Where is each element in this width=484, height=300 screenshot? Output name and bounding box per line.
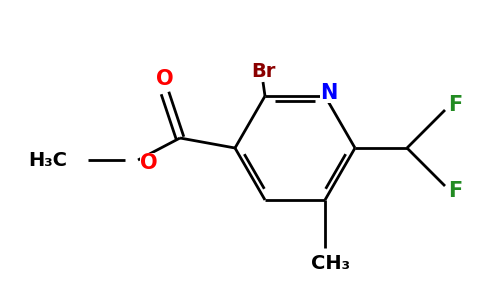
- Text: O: O: [140, 153, 158, 173]
- Text: O: O: [156, 69, 174, 89]
- Text: Br: Br: [251, 61, 275, 80]
- Text: F: F: [448, 95, 462, 115]
- Text: F: F: [448, 181, 462, 201]
- Text: H₃C: H₃C: [28, 151, 67, 169]
- Text: N: N: [320, 83, 338, 103]
- Text: CH₃: CH₃: [311, 254, 349, 274]
